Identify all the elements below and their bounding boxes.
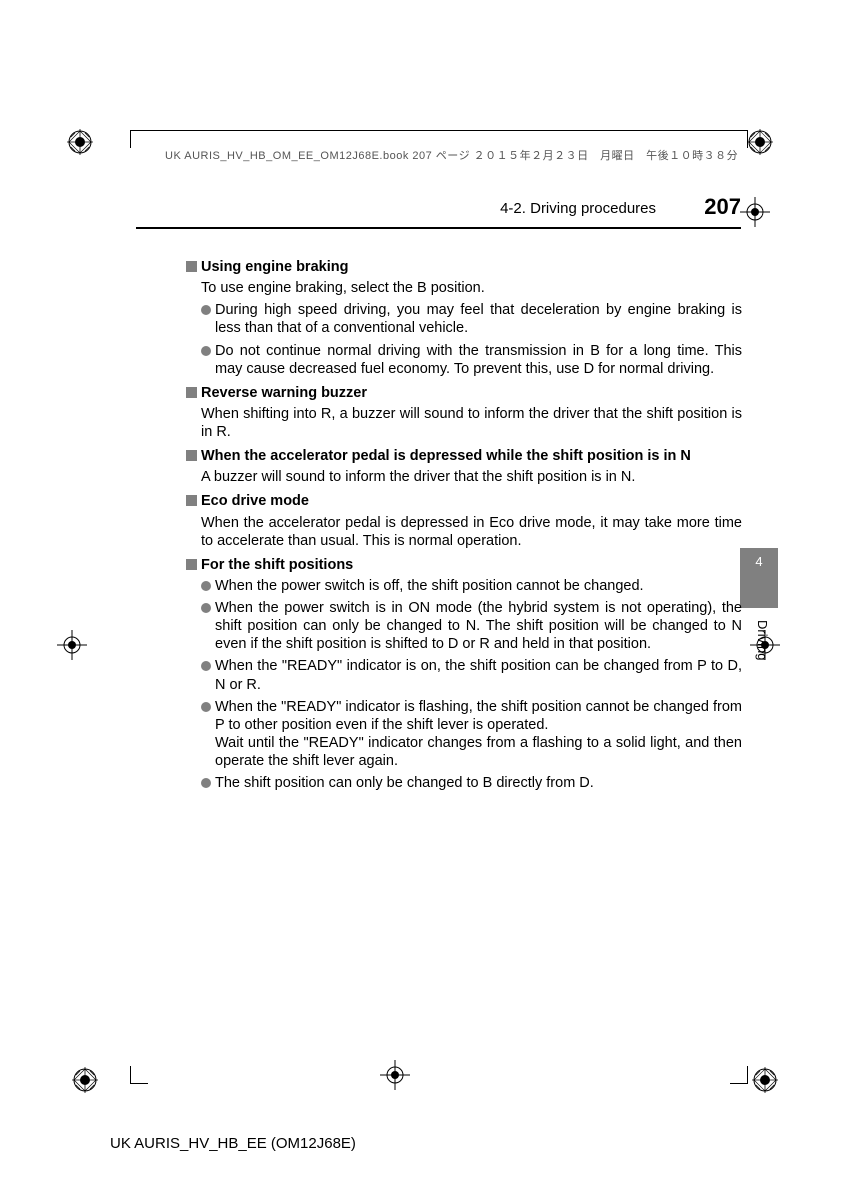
heading-text: Eco drive mode — [201, 492, 309, 510]
page-content: Using engine braking To use engine brakin… — [186, 252, 742, 796]
frame-corner-icon — [730, 130, 748, 148]
round-bullet-icon — [201, 305, 211, 315]
registration-mark-icon — [67, 129, 93, 155]
bullet-text: When the "READY" indicator is flashing, … — [215, 698, 742, 771]
square-bullet-icon — [186, 387, 197, 398]
frame-corner-icon — [130, 1066, 148, 1084]
square-bullet-icon — [186, 261, 197, 272]
paragraph: When shifting into R, a buzzer will soun… — [201, 405, 742, 441]
chapter-tab-number: 4 — [740, 554, 778, 569]
bullet-item: When the "READY" indicator is flashing, … — [201, 698, 742, 771]
section-heading: Using engine braking — [186, 258, 742, 276]
crosshair-mark-icon — [740, 197, 770, 227]
bullet-text: During high speed driving, you may feel … — [215, 301, 742, 337]
round-bullet-icon — [201, 702, 211, 712]
registration-mark-icon — [747, 129, 773, 155]
bullet-item: When the power switch is off, the shift … — [201, 577, 742, 595]
book-meta-text: UK AURIS_HV_HB_OM_EE_OM12J68E.book 207 ペ… — [165, 147, 738, 163]
paragraph: A buzzer will sound to inform the driver… — [201, 468, 742, 486]
top-rule — [135, 130, 745, 132]
square-bullet-icon — [186, 559, 197, 570]
page-number: 207 — [704, 194, 741, 220]
crosshair-mark-icon — [750, 630, 780, 660]
crosshair-mark-icon — [380, 1060, 410, 1090]
paragraph: To use engine braking, select the B posi… — [201, 279, 742, 297]
footer-text: UK AURIS_HV_HB_EE (OM12J68E) — [110, 1135, 356, 1152]
chapter-tab: 4 — [740, 548, 778, 608]
section-heading: When the accelerator pedal is depressed … — [186, 447, 742, 465]
registration-mark-icon — [752, 1067, 778, 1093]
crosshair-mark-icon — [57, 630, 87, 660]
section-heading: Eco drive mode — [186, 492, 742, 510]
bullet-text: Do not continue normal driving with the … — [215, 342, 742, 378]
round-bullet-icon — [201, 581, 211, 591]
bullet-item: When the "READY" indicator is on, the sh… — [201, 657, 742, 693]
page-header: 4-2. Driving procedures 207 — [136, 200, 741, 229]
round-bullet-icon — [201, 778, 211, 788]
bullet-text: The shift position can only be changed t… — [215, 774, 742, 792]
registration-mark-icon — [72, 1067, 98, 1093]
frame-corner-icon — [730, 1066, 748, 1084]
bullet-item: When the power switch is in ON mode (the… — [201, 599, 742, 653]
bullet-item: During high speed driving, you may feel … — [201, 301, 742, 337]
section-heading: For the shift positions — [186, 556, 742, 574]
bullet-text: When the power switch is off, the shift … — [215, 577, 742, 595]
heading-text: For the shift positions — [201, 556, 353, 574]
bullet-item: Do not continue normal driving with the … — [201, 342, 742, 378]
section-title: 4-2. Driving procedures — [136, 200, 741, 217]
paragraph: When the accelerator pedal is depressed … — [201, 514, 742, 550]
heading-text: When the accelerator pedal is depressed … — [201, 447, 691, 465]
frame-corner-icon — [130, 130, 148, 148]
round-bullet-icon — [201, 346, 211, 356]
section-heading: Reverse warning buzzer — [186, 384, 742, 402]
header-rule — [136, 227, 741, 229]
bullet-item: The shift position can only be changed t… — [201, 774, 742, 792]
round-bullet-icon — [201, 603, 211, 613]
square-bullet-icon — [186, 450, 197, 461]
square-bullet-icon — [186, 495, 197, 506]
bullet-text: When the power switch is in ON mode (the… — [215, 599, 742, 653]
heading-text: Using engine braking — [201, 258, 348, 276]
bullet-text: When the "READY" indicator is on, the sh… — [215, 657, 742, 693]
round-bullet-icon — [201, 661, 211, 671]
heading-text: Reverse warning buzzer — [201, 384, 367, 402]
